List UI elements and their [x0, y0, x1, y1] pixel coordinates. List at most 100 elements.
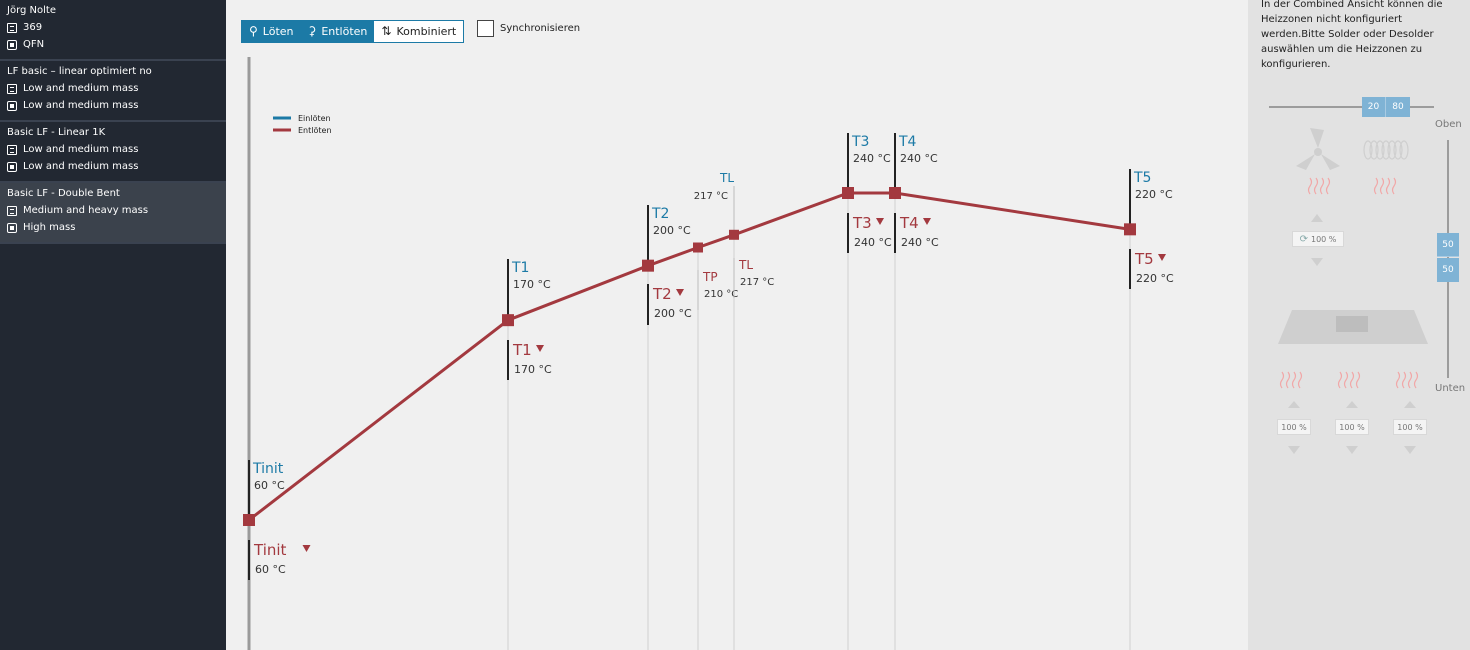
phase-label-upper: T4	[898, 134, 917, 150]
increase-arrow-icon[interactable]	[1346, 401, 1358, 408]
document-icon	[7, 144, 17, 155]
profile-line: QFN	[23, 39, 45, 50]
bottom-zone-percent[interactable]: 100 %	[1393, 419, 1427, 435]
profile-line: Low and medium mass	[23, 100, 139, 111]
vertical-bottom-value[interactable]: 50	[1437, 258, 1459, 282]
increase-arrow-icon[interactable]	[1288, 401, 1300, 408]
heater-coil-icon	[1363, 140, 1409, 160]
heat-waves-icon	[1279, 371, 1303, 389]
increase-arrow-icon[interactable]	[1404, 401, 1416, 408]
decrease-arrow-icon[interactable]	[1311, 258, 1323, 266]
bottom-zone-percent[interactable]: 100 %	[1277, 419, 1311, 435]
decrease-arrow-icon[interactable]	[1288, 446, 1300, 454]
profile-line: Medium and heavy mass	[23, 205, 149, 216]
profile-point-handle[interactable]	[243, 514, 255, 526]
phase-label-lower: T4	[899, 214, 919, 232]
phase-label-upper: Tinit	[252, 461, 284, 477]
label-bottom: Unten	[1435, 383, 1466, 394]
profile-line: Low and medium mass	[23, 83, 139, 94]
fan-percent-value: 100 %	[1310, 235, 1337, 244]
split-top-value[interactable]: 20	[1362, 97, 1386, 117]
profile-point-handle[interactable]	[1124, 223, 1136, 236]
fan-icon	[1296, 128, 1340, 170]
combined-view-note: In der Combined Ansicht können die Heizz…	[1261, 0, 1443, 70]
dropdown-arrow-icon[interactable]	[1158, 254, 1166, 261]
phase-value-lower: 60 °C	[255, 563, 286, 576]
phase-value-upper: 240 °C	[900, 152, 938, 165]
profile-point-handle[interactable]	[642, 259, 654, 272]
dropdown-arrow-icon[interactable]	[923, 218, 931, 225]
profile-item[interactable]: Basic LF - Linear 1K Low and medium mass…	[0, 122, 226, 183]
profile-chart-area: ⚲ Löten ⚳ Entlöten ⇅ Kombiniert Synchronisi…	[226, 0, 1248, 650]
fan-percent-field[interactable]: ⟳ 100 %	[1292, 231, 1344, 247]
mode-desolder-button[interactable]: ⚳ Entlöten	[300, 21, 375, 42]
profile-point-handle[interactable]	[502, 314, 514, 327]
sync-label: Synchronisieren	[500, 23, 581, 34]
mode-switcher: ⚲ Löten ⚳ Entlöten ⇅ Kombiniert	[241, 20, 465, 43]
label-top: Oben	[1435, 119, 1462, 130]
swap-icon: ⇅	[381, 24, 392, 38]
mode-label: Löten	[262, 25, 294, 38]
profile-title: Basic LF - Double Bent	[7, 188, 120, 199]
mode-solder-button[interactable]: ⚲ Löten	[242, 21, 301, 42]
split-bottom-value[interactable]: 80	[1386, 97, 1410, 117]
profile-title: Basic LF - Linear 1K	[7, 127, 106, 138]
phase-value-upper: 240 °C	[853, 152, 891, 165]
pcb-board-icon	[1278, 310, 1428, 344]
solder-icon: ⚲	[249, 24, 258, 38]
phase-label-lower: TL	[738, 258, 753, 272]
increase-arrow-icon[interactable]	[1311, 214, 1323, 222]
heat-waves-icon	[1373, 177, 1397, 195]
decrease-arrow-icon[interactable]	[1346, 446, 1358, 454]
sync-checkbox[interactable]	[477, 20, 494, 37]
phase-label-lower: T5	[1134, 250, 1154, 268]
phase-value-lower: 210 °C	[704, 289, 738, 300]
dropdown-arrow-icon[interactable]	[676, 289, 684, 296]
phase-label-upper: TL	[719, 171, 734, 185]
profile-line: Low and medium mass	[23, 144, 139, 155]
phase-label-upper: T5	[1133, 170, 1151, 186]
phase-label-lower: T1	[512, 341, 532, 359]
temperature-profile-chart: Einlöten Entlöten Tinit 60 °C T1 170 °C T2 200 …	[243, 57, 1174, 650]
dropdown-arrow-icon[interactable]	[302, 545, 311, 552]
phase-value-lower: 240 °C	[901, 236, 939, 249]
sync-toggle[interactable]: Synchronisieren	[477, 20, 580, 37]
dropdown-arrow-icon[interactable]	[536, 345, 544, 352]
phase-value-upper: 60 °C	[254, 479, 285, 492]
profile-item[interactable]: Jörg Nolte 369 QFN	[0, 0, 226, 61]
document-icon	[7, 83, 17, 94]
profile-point-handle[interactable]	[693, 242, 703, 253]
phase-label-upper: T1	[511, 260, 529, 276]
profile-point-handle[interactable]	[842, 187, 854, 199]
bottom-zone-percent[interactable]: 100 %	[1335, 419, 1369, 435]
mode-combined-button[interactable]: ⇅ Kombiniert	[374, 21, 464, 42]
phase-label-lower: Tinit	[253, 541, 287, 559]
heat-waves-icon	[1337, 371, 1361, 389]
phase-value-upper: 220 °C	[1135, 188, 1173, 201]
phase-value-lower: 220 °C	[1136, 272, 1174, 285]
mode-label: Kombiniert	[396, 25, 457, 38]
profile-line: Low and medium mass	[23, 161, 139, 172]
heat-waves-icon	[1395, 371, 1419, 389]
dropdown-arrow-icon[interactable]	[876, 218, 884, 225]
phase-label-upper: T2	[651, 206, 669, 222]
profile-item[interactable]: LF basic – linear optimiert no Low and m…	[0, 61, 226, 122]
profile-sidebar: Jörg Nolte 369 QFN LF basic – linear opt…	[0, 0, 226, 650]
chip-icon	[7, 222, 17, 233]
phase-value-lower: 217 °C	[740, 277, 774, 288]
phase-value-upper: 217 °C	[694, 191, 728, 202]
profile-title: LF basic – linear optimiert no	[7, 66, 152, 77]
vertical-top-value[interactable]: 50	[1437, 233, 1459, 257]
profile-item-active[interactable]: Basic LF - Double Bent Medium and heavy …	[0, 183, 226, 244]
desolder-icon: ⚳	[307, 24, 317, 38]
decrease-arrow-icon[interactable]	[1404, 446, 1416, 454]
profile-point-handle[interactable]	[729, 229, 739, 240]
profile-line: 369	[23, 22, 43, 33]
phase-value-lower: 170 °C	[514, 363, 552, 376]
phase-label-lower: T3	[852, 214, 872, 232]
profile-line: High mass	[23, 222, 76, 233]
profile-point-handle[interactable]	[889, 187, 901, 199]
phase-label-lower: T2	[652, 285, 672, 303]
profile-title: Jörg Nolte	[7, 5, 56, 16]
heating-zones-panel: In der Combined Ansicht können die Heizz…	[1248, 0, 1470, 650]
